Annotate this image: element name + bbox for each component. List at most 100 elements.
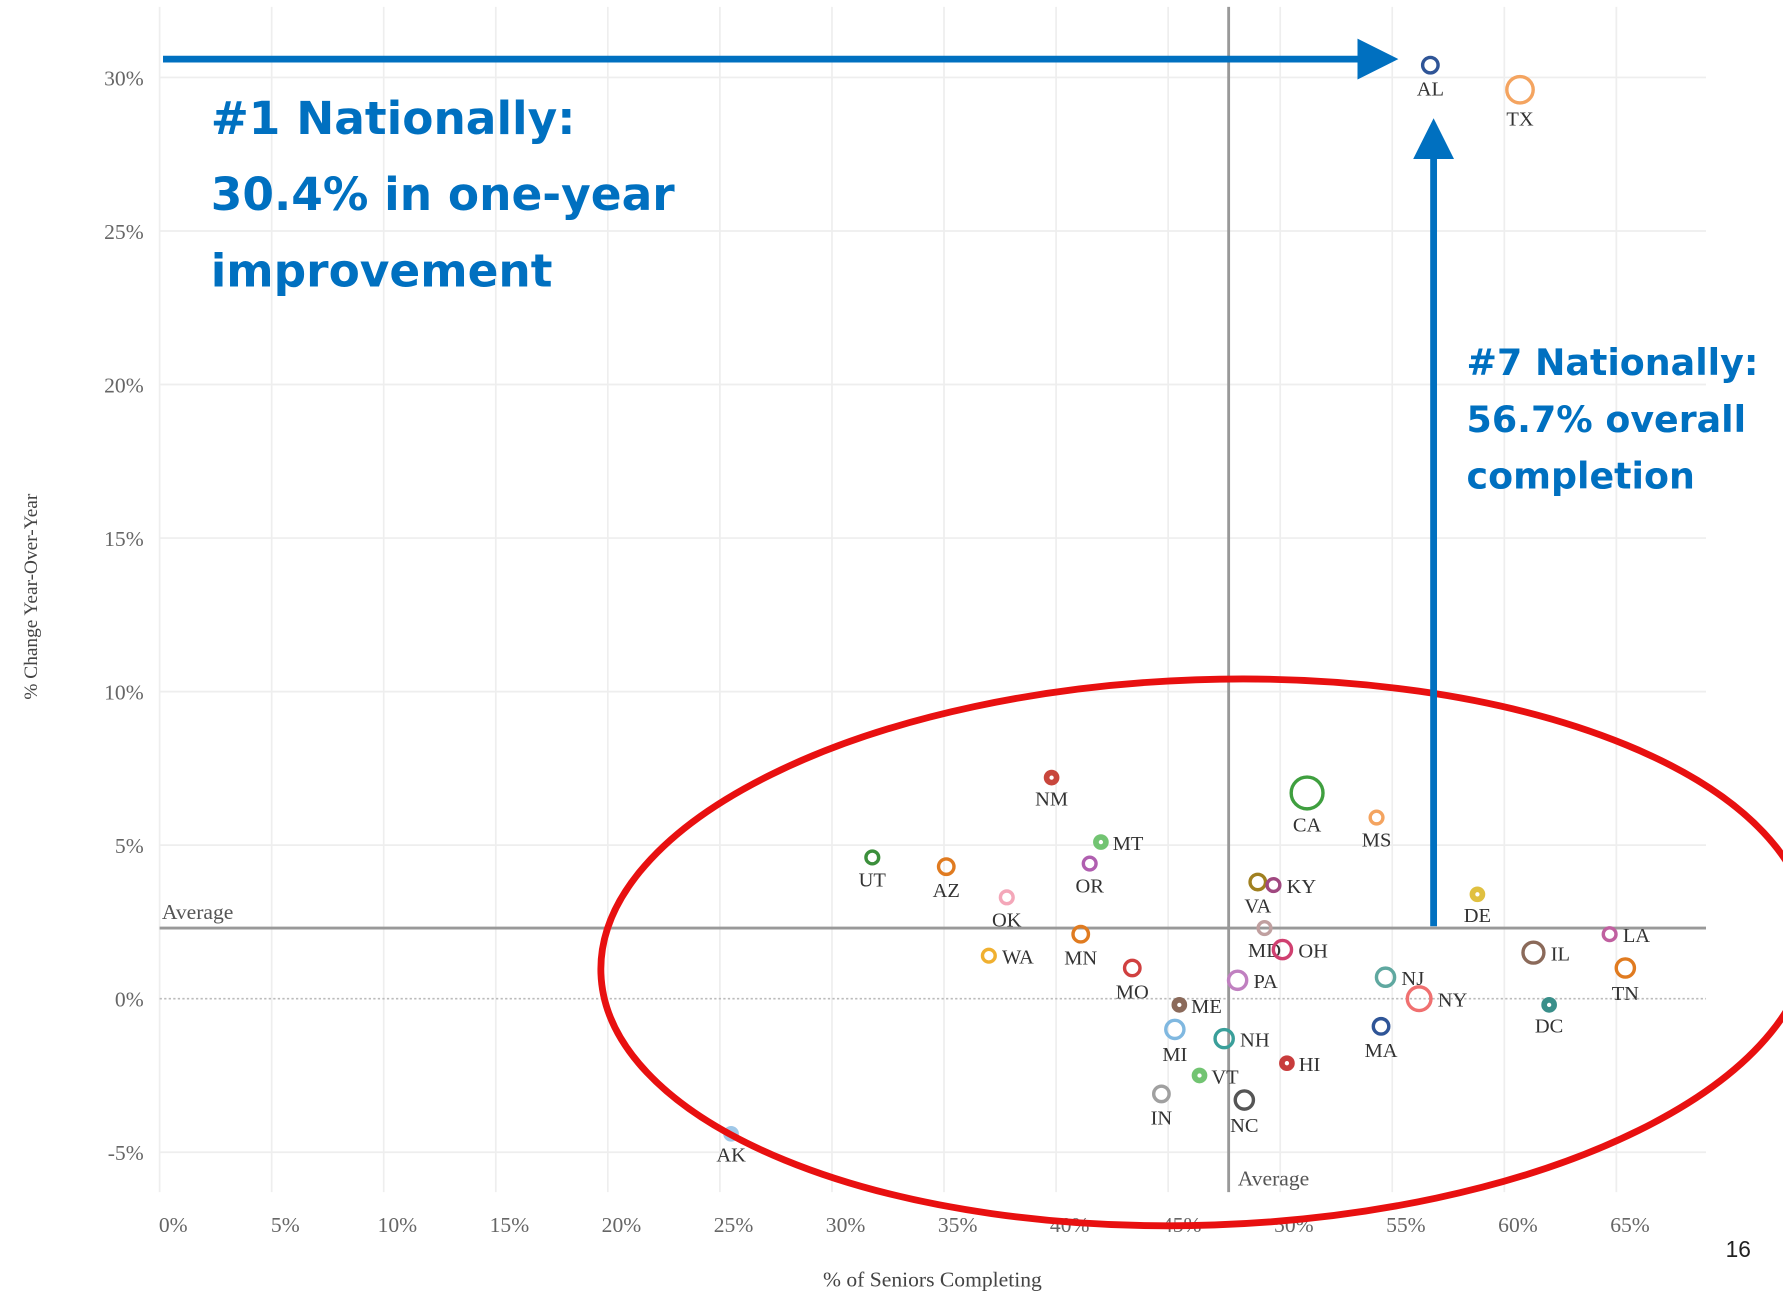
data-point <box>1521 940 1546 965</box>
point-label: OR <box>1075 876 1104 898</box>
y-tick-label: 5% <box>115 834 144 858</box>
point-label: KY <box>1287 876 1317 898</box>
data-point <box>1541 997 1557 1013</box>
point-label: MN <box>1064 948 1097 970</box>
data-point <box>1081 855 1098 872</box>
data-point <box>936 857 956 877</box>
point-label: VA <box>1244 895 1271 917</box>
point-label: NH <box>1240 1030 1270 1052</box>
x-axis-title: % of Seniors Completing <box>823 1267 1042 1291</box>
data-point <box>998 889 1015 906</box>
annotation: 56.7% overall <box>1467 398 1747 441</box>
x-tick-label: 25% <box>714 1213 754 1237</box>
data-point <box>1420 55 1440 75</box>
page-number: 16 <box>1726 1236 1751 1262</box>
x-tick-label: 30% <box>826 1213 866 1237</box>
data-point <box>1191 1067 1208 1084</box>
annotation: #7 Nationally: <box>1467 341 1759 384</box>
annotation: improvement <box>211 244 553 297</box>
average-label: Average <box>1238 1166 1309 1190</box>
data-point <box>1505 74 1535 105</box>
y-tick-label: -5% <box>108 1141 144 1165</box>
data-point <box>1233 1089 1256 1111</box>
annotation: completion <box>1467 455 1695 498</box>
data-point <box>1469 886 1486 903</box>
point-label: MT <box>1113 833 1144 855</box>
point-label: MI <box>1162 1044 1187 1066</box>
data-point <box>1226 969 1249 992</box>
data-point <box>1256 920 1273 937</box>
point-label: ME <box>1191 996 1222 1018</box>
point-label: PA <box>1254 971 1278 993</box>
point-label: DC <box>1535 1016 1563 1038</box>
y-tick-label: 25% <box>104 220 144 244</box>
data-point <box>1151 1084 1171 1104</box>
annotation: #1 Nationally: <box>211 92 576 145</box>
average-label: Average <box>162 900 233 924</box>
point-label: TN <box>1612 983 1639 1005</box>
x-tick-label: 5% <box>271 1213 300 1237</box>
point-label: NJ <box>1401 968 1424 990</box>
data-point <box>1213 1027 1235 1050</box>
data-point <box>864 849 881 866</box>
data-point <box>1093 834 1109 850</box>
data-point <box>1171 997 1188 1013</box>
point-label: NY <box>1438 990 1468 1012</box>
annotation: 30.4% in one-year <box>211 168 676 221</box>
point-label: AK <box>716 1145 746 1167</box>
y-tick-label: 15% <box>104 527 144 551</box>
data-point <box>1122 958 1142 978</box>
x-tick-label: 10% <box>378 1213 418 1237</box>
point-label: AL <box>1417 79 1444 101</box>
x-tick-label: 20% <box>602 1213 642 1237</box>
point-label: WA <box>1002 947 1034 969</box>
point-label: CA <box>1293 815 1322 837</box>
point-label: VT <box>1211 1066 1239 1088</box>
y-tick-label: 20% <box>104 373 144 397</box>
point-label: MA <box>1365 1040 1398 1062</box>
data-point <box>1071 924 1091 944</box>
data-point <box>1043 769 1060 786</box>
x-tick-label: 15% <box>490 1213 530 1237</box>
point-label: TX <box>1506 109 1533 131</box>
point-label: DE <box>1464 905 1491 927</box>
highlight-ellipse <box>597 675 1783 1230</box>
point-label: HI <box>1299 1054 1321 1076</box>
data-point <box>1371 1016 1391 1036</box>
data-point <box>1248 872 1268 892</box>
data-point <box>1164 1018 1186 1041</box>
point-label: IN <box>1151 1107 1173 1129</box>
point-label: MO <box>1116 981 1149 1003</box>
x-tick-label: 55% <box>1386 1213 1426 1237</box>
data-point <box>1601 926 1618 943</box>
x-tick-label: 60% <box>1498 1213 1538 1237</box>
x-tick-label: 65% <box>1610 1213 1650 1237</box>
data-point <box>1374 966 1397 989</box>
y-tick-label: 0% <box>115 988 144 1012</box>
point-label: MS <box>1362 830 1392 852</box>
data-point <box>1368 809 1385 826</box>
x-tick-label: 0% <box>159 1213 188 1237</box>
y-tick-label: 10% <box>104 681 144 705</box>
y-tick-label: 30% <box>104 66 144 90</box>
data-point <box>1405 985 1433 1013</box>
point-label: OK <box>992 909 1022 931</box>
grid: 0% 5% 10% 15% 20% 25% 30% 35% 40% 45% 50% 55% 60% 65%… <box>104 6 1707 1237</box>
data-point <box>1265 877 1282 894</box>
point-label: NM <box>1035 788 1068 810</box>
y-axis-title: % Change Year-Over-Year <box>21 493 42 699</box>
x-tick-label: 35% <box>938 1213 978 1237</box>
data-point <box>980 947 997 964</box>
data-point <box>1614 957 1637 979</box>
point-label: IL <box>1551 944 1570 966</box>
data-point <box>1289 775 1325 811</box>
point-label: AZ <box>933 880 960 902</box>
point-label: NC <box>1230 1115 1258 1137</box>
point-label: UT <box>859 870 887 892</box>
point-label: LA <box>1623 925 1650 947</box>
point-label: OH <box>1298 941 1328 963</box>
data-point <box>1271 938 1294 961</box>
data-point <box>1279 1055 1295 1072</box>
